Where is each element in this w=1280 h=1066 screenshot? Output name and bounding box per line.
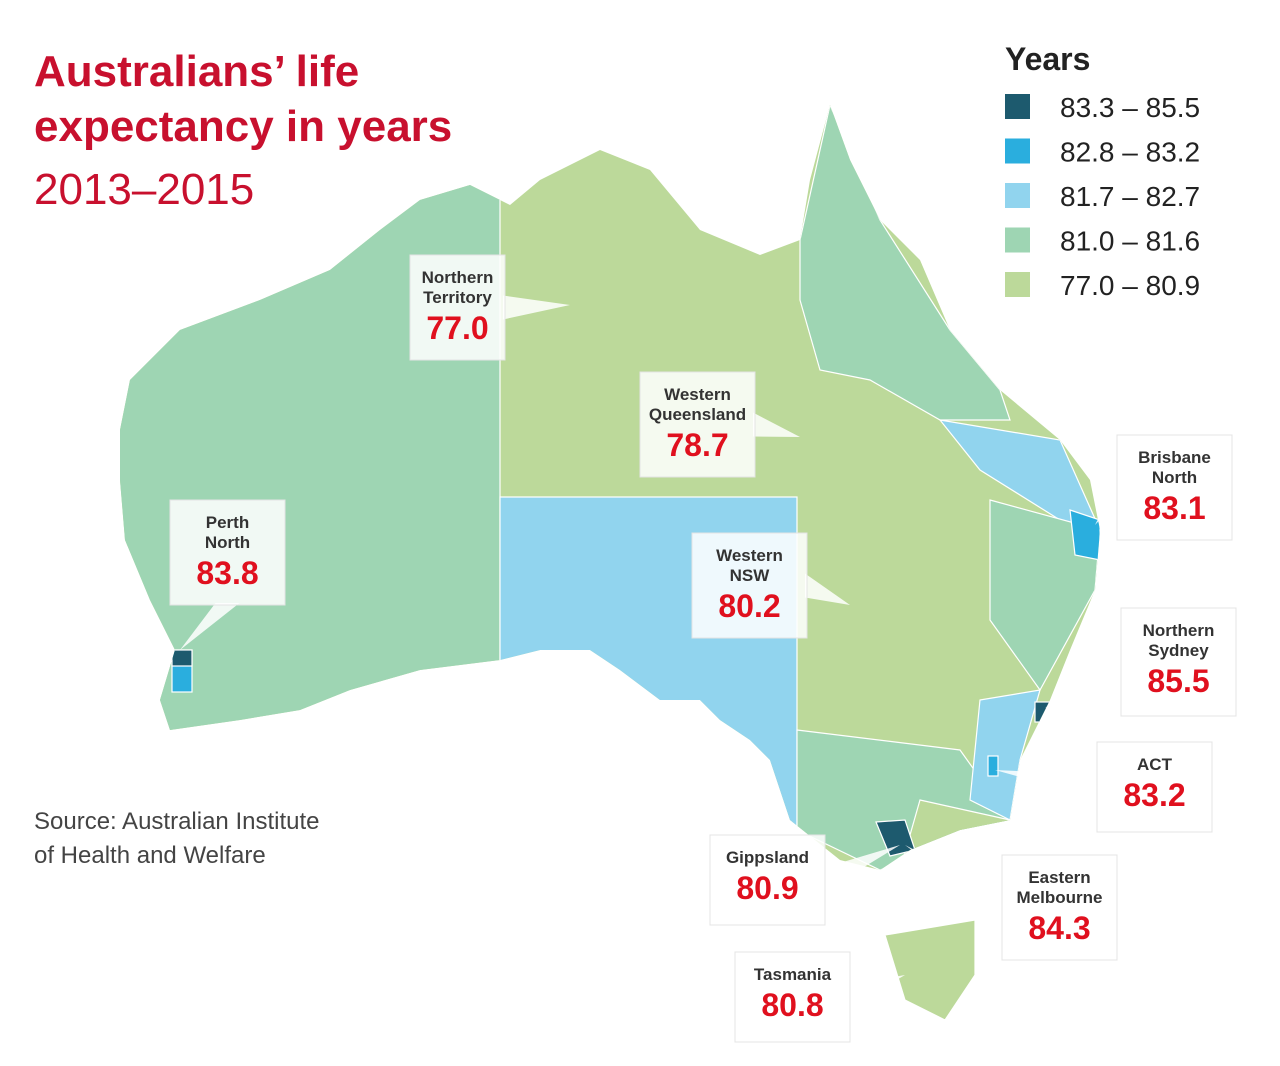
- callout-value: 83.2: [1123, 777, 1185, 813]
- callout-pointer: [848, 975, 905, 1009]
- tasmania: [884, 919, 976, 1021]
- callout-box: [639, 371, 756, 478]
- callout-pointer: [180, 603, 240, 650]
- callout-pointer: [503, 295, 570, 320]
- callout-name: NSW: [730, 566, 771, 585]
- callout-name: Gippsland: [726, 848, 809, 867]
- callout-box: [1001, 854, 1118, 961]
- callout-pointer: [805, 573, 850, 605]
- callout-box: [691, 532, 808, 639]
- callout: Tasmania 80.8: [734, 951, 905, 1043]
- callout-box: [1116, 434, 1233, 541]
- legend-label: 81.0 – 81.6: [1060, 226, 1200, 257]
- callout-box: [709, 834, 826, 926]
- callout-name: Melbourne: [1017, 888, 1103, 907]
- callout-pointer: [753, 412, 800, 437]
- callout-box: [169, 499, 286, 606]
- callout-name: Western: [664, 385, 731, 404]
- title: Australians’ life: [34, 47, 359, 96]
- legend-swatch: [1005, 94, 1030, 119]
- legend-label: 77.0 – 80.9: [1060, 270, 1200, 301]
- callout-value: 78.7: [666, 427, 728, 463]
- callout-name: Eastern: [1028, 868, 1090, 887]
- callout-name: Northern: [1143, 621, 1215, 640]
- region: [1034, 701, 1050, 723]
- source: Source: Australian Institute: [34, 808, 320, 835]
- callout-value: 80.2: [718, 588, 780, 624]
- callout-value: 80.8: [761, 987, 823, 1023]
- callout: Gippsland 80.9: [709, 834, 900, 926]
- legend-swatch: [1005, 183, 1030, 208]
- callout-value: 77.0: [426, 310, 488, 346]
- legend-label: 83.3 – 85.5: [1060, 92, 1200, 123]
- callout-pointer: [1095, 475, 1119, 525]
- source: of Health and Welfare: [34, 842, 266, 869]
- title: expectancy in years: [34, 102, 452, 151]
- callout-name: ACT: [1137, 755, 1173, 774]
- callout-box: [1120, 607, 1237, 717]
- legend-swatch: [1005, 227, 1030, 253]
- callout-pointer: [995, 770, 1099, 799]
- callout-value: 83.8: [196, 555, 258, 591]
- callout-name: Queensland: [649, 405, 746, 424]
- region: [799, 105, 1011, 421]
- legend-label: 82.8 – 83.2: [1060, 137, 1200, 168]
- legend-swatch: [1005, 272, 1030, 297]
- subtitle: 2013–2015: [34, 165, 254, 214]
- region: [987, 755, 999, 777]
- callout-name: Northern: [422, 268, 494, 287]
- callout-value: 83.1: [1143, 490, 1205, 526]
- callout-name: Western: [716, 546, 783, 565]
- callout-name: Tasmania: [754, 965, 832, 984]
- callout-name: North: [1152, 468, 1197, 487]
- callout-box: [409, 254, 506, 361]
- legend-title: Years: [1005, 41, 1090, 77]
- callout-name: Perth: [206, 513, 249, 532]
- callout-box: [1096, 741, 1213, 833]
- legend-swatch: [1005, 138, 1030, 164]
- callout-pointer: [1045, 650, 1123, 708]
- region: [171, 649, 193, 667]
- callout-name: Brisbane: [1138, 448, 1211, 467]
- callout-value: 80.9: [736, 870, 798, 906]
- callout-value: 85.5: [1147, 663, 1209, 699]
- legend-label: 81.7 – 82.7: [1060, 181, 1200, 212]
- callout: ACT 83.2: [995, 741, 1213, 833]
- callout-name: Territory: [423, 288, 492, 307]
- region: [1069, 509, 1100, 561]
- callout-pointer: [905, 845, 1004, 920]
- callout-pointer: [823, 845, 900, 892]
- callout-name: Sydney: [1148, 641, 1209, 660]
- region: [969, 689, 1041, 821]
- callout-name: North: [205, 533, 250, 552]
- callout-value: 84.3: [1028, 910, 1090, 946]
- callout-box: [734, 951, 851, 1043]
